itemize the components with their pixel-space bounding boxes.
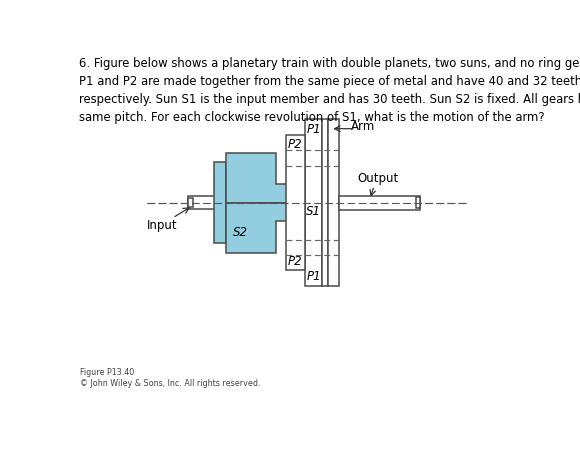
Bar [322, 120, 328, 286]
Polygon shape [226, 203, 305, 253]
Bar [305, 120, 322, 286]
Text: S2: S2 [233, 226, 248, 239]
Text: Output: Output [357, 171, 398, 184]
Bar [214, 162, 226, 244]
Text: 6. Figure below shows a planetary train with double planets, two suns, and no ri: 6. Figure below shows a planetary train … [78, 56, 580, 124]
Bar [339, 196, 420, 210]
Text: P2: P2 [287, 254, 302, 267]
Polygon shape [226, 153, 305, 203]
Bar [188, 198, 193, 208]
Text: P1: P1 [306, 269, 321, 282]
Bar [188, 197, 305, 209]
Text: Input: Input [147, 218, 177, 231]
Text: P1: P1 [306, 123, 321, 135]
Bar [287, 136, 305, 271]
Bar [416, 198, 420, 208]
Bar [328, 120, 339, 286]
Text: Figure P13.40
© John Wiley & Sons, Inc. All rights reserved.: Figure P13.40 © John Wiley & Sons, Inc. … [80, 367, 260, 387]
Text: P2: P2 [287, 138, 302, 151]
Text: S1: S1 [306, 205, 321, 218]
Text: Arm: Arm [351, 120, 375, 133]
